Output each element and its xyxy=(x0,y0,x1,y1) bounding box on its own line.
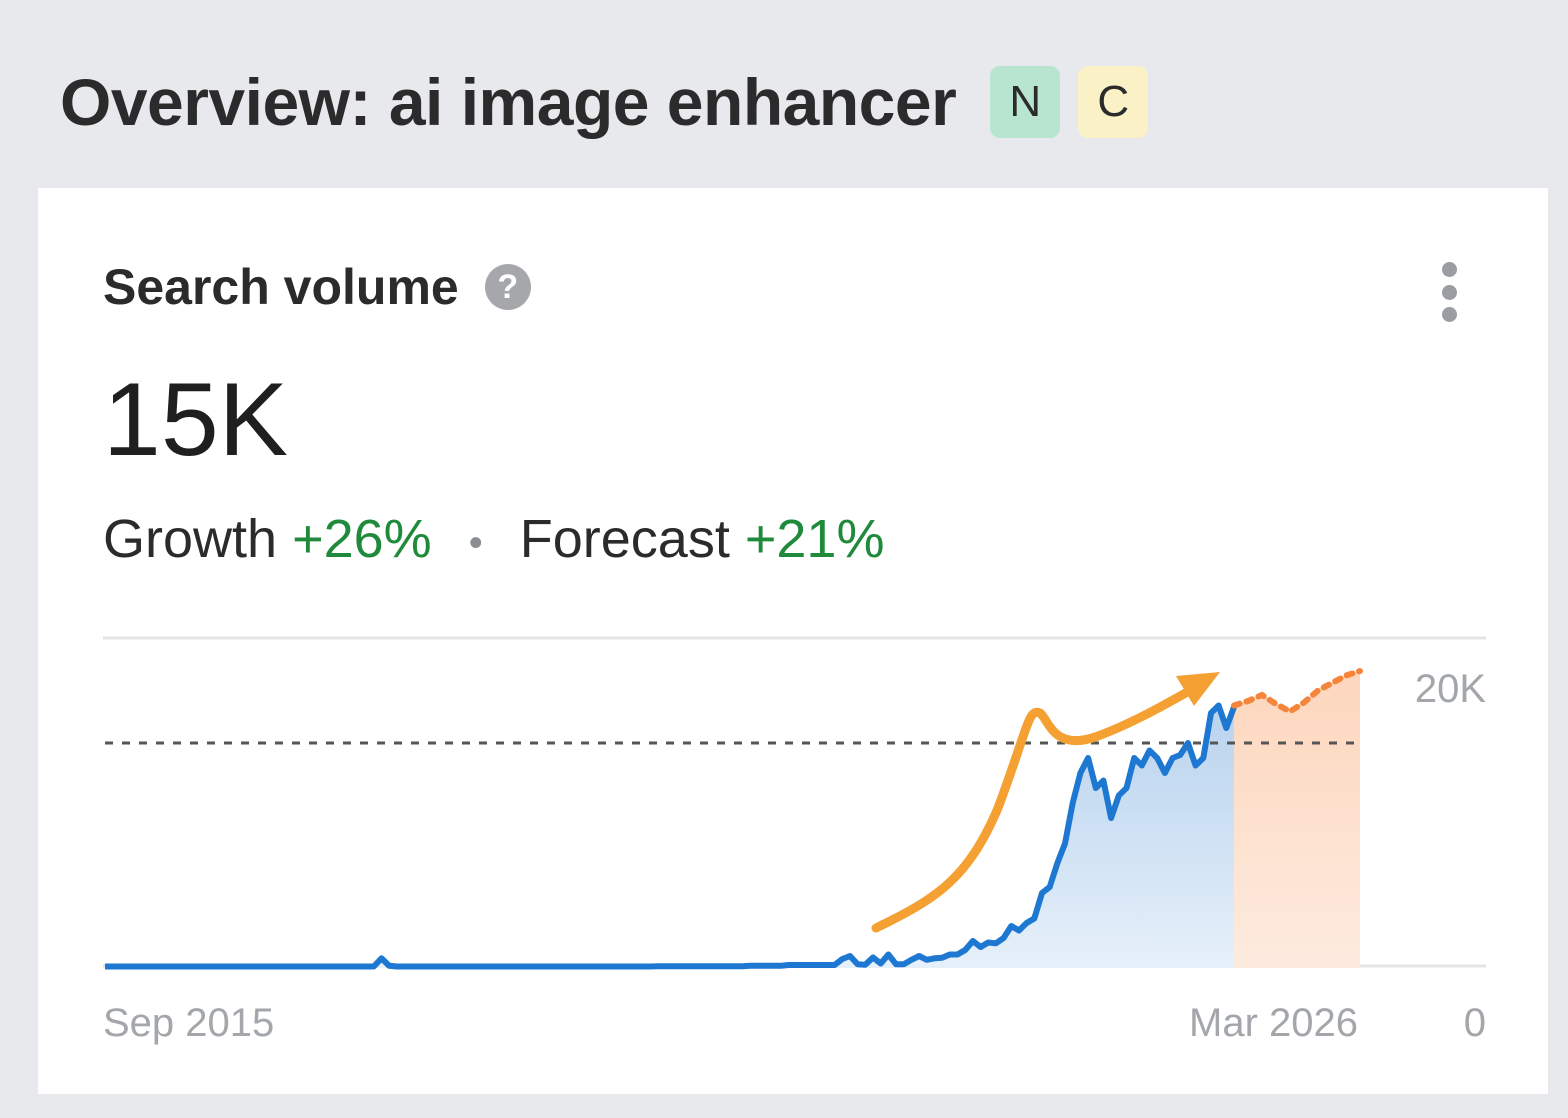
page-title: Overview: ai image enhancer xyxy=(60,65,957,139)
page-header: Overview: ai image enhancer N C xyxy=(60,62,1149,142)
card-title-row: Search volume ? xyxy=(103,258,531,316)
growth-value: +26% xyxy=(292,509,432,569)
card-title: Search volume xyxy=(103,259,459,315)
trend-arrow-head xyxy=(1176,672,1220,706)
search-volume-chart[interactable]: 20K 0 Sep 2015 Mar 2026 xyxy=(38,188,1548,1094)
history-area xyxy=(105,705,1234,968)
search-volume-value: 15K xyxy=(103,362,289,478)
intent-badge-navigational[interactable]: N xyxy=(990,66,1061,138)
x-tick-label-start: Sep 2015 xyxy=(103,1001,274,1045)
x-tick-label-end: Mar 2026 xyxy=(1189,1001,1358,1045)
forecast-label: Forecast xyxy=(519,509,730,569)
intent-badge-commercial[interactable]: C xyxy=(1078,66,1149,138)
growth-label: Growth xyxy=(103,509,278,569)
forecast-area xyxy=(1234,671,1360,968)
growth-metrics: Growth +26% • Forecast +21% xyxy=(103,504,884,578)
y-tick-label-20k: 20K xyxy=(1415,667,1486,711)
forecast-series-line xyxy=(1231,668,1363,715)
vertical-dots-icon[interactable] xyxy=(1434,262,1464,322)
question-circle-icon[interactable]: ? xyxy=(484,264,531,310)
history-series-line xyxy=(105,702,1237,970)
trend-arrow-annotation xyxy=(871,672,1220,933)
trend-arrow-body xyxy=(871,681,1203,933)
forecast-value: +21% xyxy=(744,509,885,569)
search-volume-card: Search volume ? 15K Growth +26% • Foreca… xyxy=(38,188,1548,1094)
y-tick-label-0: 0 xyxy=(1464,1001,1486,1045)
metric-separator: • xyxy=(468,520,483,565)
